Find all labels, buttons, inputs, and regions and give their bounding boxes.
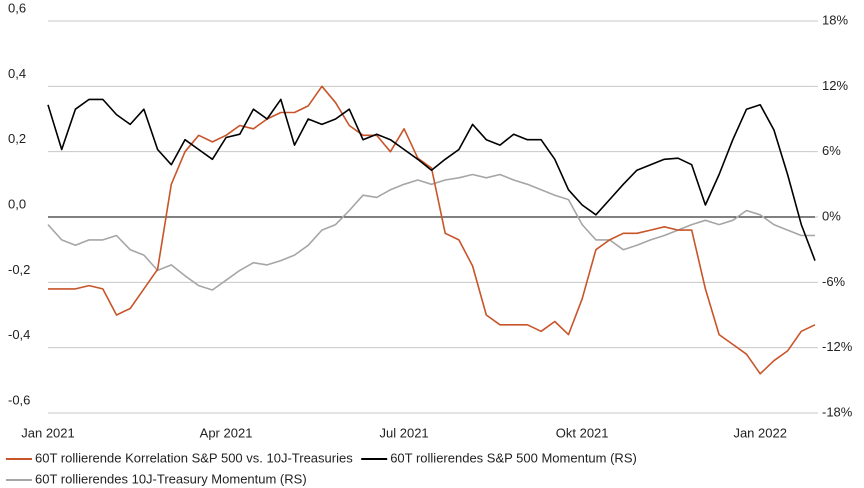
y2-tick-label: 6% <box>822 143 841 158</box>
series-line <box>47 98 816 261</box>
y-tick-label: 0,0 <box>8 196 26 211</box>
y2-tick-label: 12% <box>822 78 848 93</box>
y-tick-label: 0,2 <box>8 131 26 146</box>
x-tick-label: Apr 2021 <box>200 425 253 440</box>
x-tick-label: Jan 2021 <box>21 425 75 440</box>
series-line <box>48 85 816 375</box>
series-line <box>47 173 815 291</box>
y2-tick-label: -18% <box>822 404 853 419</box>
legend-label: 60T rollierendes S&P 500 Momentum (RS) <box>390 450 637 465</box>
y-tick-label: 0,4 <box>8 66 26 81</box>
legend-label: 60T rollierende Korrelation S&P 500 vs. … <box>35 450 353 465</box>
y-tick-label: -0,6 <box>8 392 30 407</box>
y-tick-label: -0,2 <box>8 262 30 277</box>
x-tick-label: Okt 2021 <box>556 425 609 440</box>
legend-label: 60T rollierendes 10J-Treasury Momentum (… <box>35 471 307 486</box>
y-tick-label: -0,4 <box>8 327 30 342</box>
y2-tick-label: 18% <box>822 12 848 27</box>
y2-tick-label: -6% <box>822 274 846 289</box>
y-tick-label: 0,6 <box>8 0 26 15</box>
x-tick-label: Jul 2021 <box>380 425 429 440</box>
y2-tick-label: 0% <box>822 208 841 223</box>
x-tick-label: Jan 2022 <box>733 425 787 440</box>
y2-tick-label: -12% <box>822 339 853 354</box>
